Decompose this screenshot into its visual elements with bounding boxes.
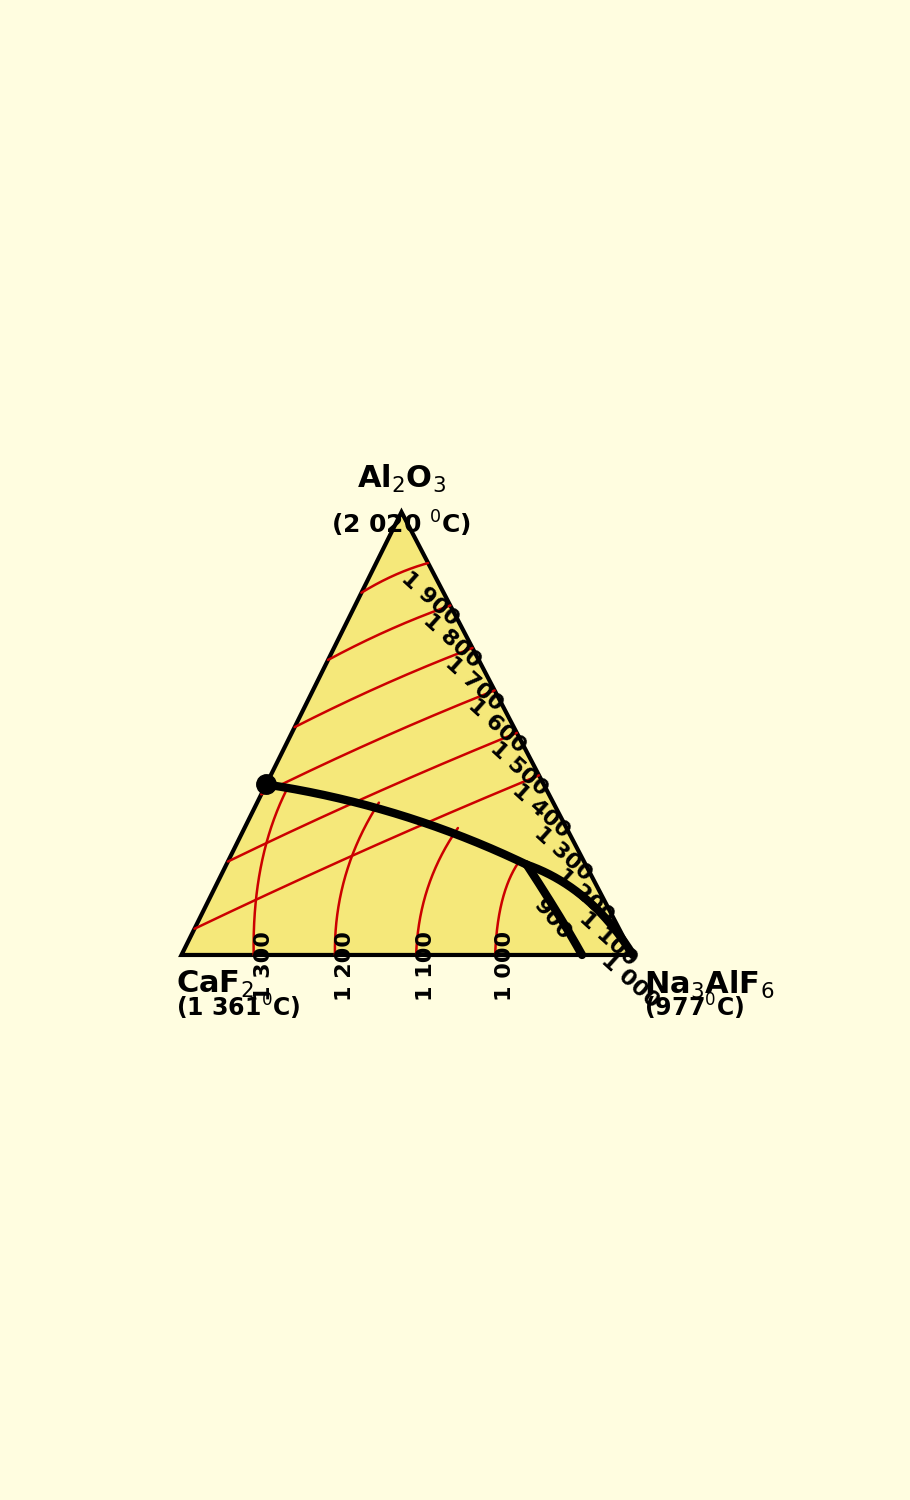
Text: 900: 900 <box>530 896 575 945</box>
Text: 1 100: 1 100 <box>575 908 641 969</box>
Text: 1 000: 1 000 <box>495 932 515 1002</box>
Text: 1 300: 1 300 <box>531 824 596 885</box>
Text: Al$_2$O$_3$: Al$_2$O$_3$ <box>357 464 446 495</box>
Text: 1 400: 1 400 <box>509 780 573 842</box>
Text: 1 300: 1 300 <box>254 932 274 1000</box>
Text: 1 900: 1 900 <box>398 568 462 630</box>
Text: (977$^0$C): (977$^0$C) <box>644 992 744 1022</box>
Text: 1 200: 1 200 <box>552 865 618 927</box>
Text: (1 361$^0$C): (1 361$^0$C) <box>176 992 300 1022</box>
Text: 1 100: 1 100 <box>416 932 436 1002</box>
Text: 1 800: 1 800 <box>420 610 485 672</box>
Text: 1 700: 1 700 <box>441 652 507 716</box>
Text: 1 000: 1 000 <box>597 951 662 1012</box>
Text: 1 600: 1 600 <box>464 696 530 758</box>
Text: CaF$_2$: CaF$_2$ <box>176 969 253 1000</box>
Text: 1 500: 1 500 <box>486 738 551 800</box>
Text: 1 200: 1 200 <box>335 932 355 1000</box>
Polygon shape <box>181 512 632 956</box>
Text: (2 020 $^0$C): (2 020 $^0$C) <box>331 510 471 540</box>
Text: Na$_3$AlF$_6$: Na$_3$AlF$_6$ <box>644 969 774 1000</box>
